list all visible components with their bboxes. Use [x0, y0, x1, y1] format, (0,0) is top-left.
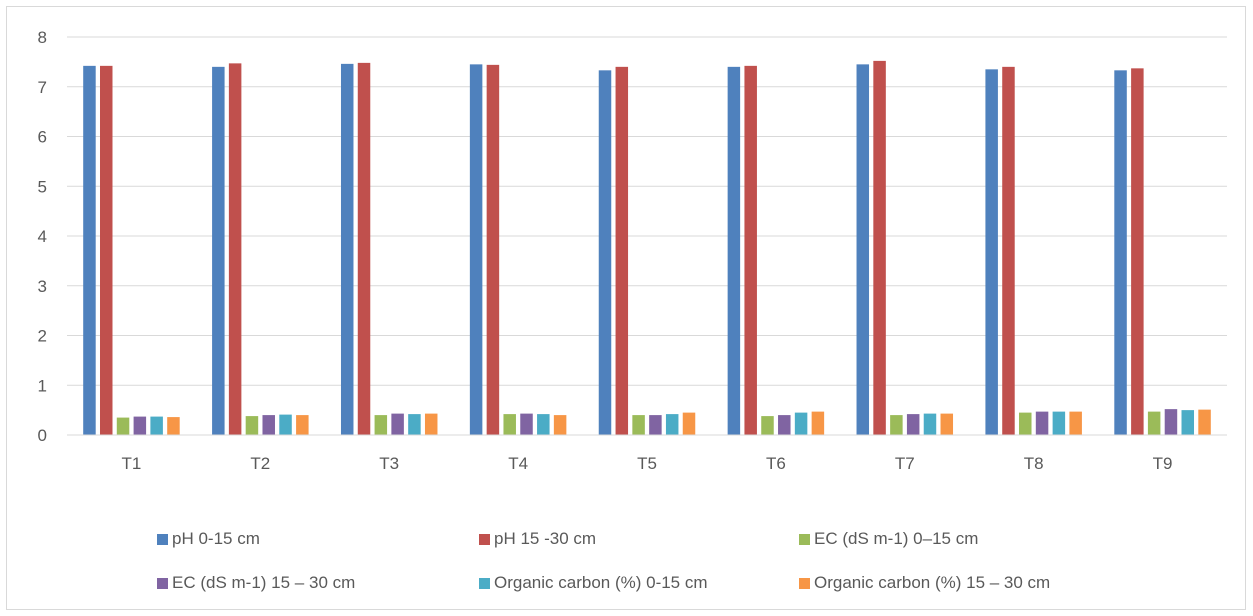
legend-swatch: [479, 533, 490, 545]
bar: [1035, 411, 1049, 435]
bar-chart: 0 1 2 3 4 5 6 7 8 T1 T2 T3 T4 T5 T6 T7 T8 T9: [38, 28, 1227, 473]
bar: [1052, 411, 1066, 435]
bar: [99, 65, 113, 436]
y-tick-label: 0: [38, 426, 47, 445]
bar: [537, 414, 550, 435]
x-tick-label: T3: [379, 454, 399, 473]
bar: [727, 66, 741, 435]
bar: [778, 415, 791, 435]
y-tick-label: 1: [38, 376, 47, 395]
bar: [649, 415, 662, 435]
x-tick-label: T9: [1153, 454, 1173, 473]
legend-swatch: [479, 577, 490, 589]
bar: [391, 413, 404, 435]
legend-label: EC (dS m-1) 15 – 30 cm: [172, 573, 356, 592]
bar: [503, 414, 516, 435]
bar: [1002, 66, 1015, 435]
bar: [682, 412, 696, 435]
legend: pH 0-15 cm pH 15 -30 cm EC (dS m-1) 0–15 c…: [157, 527, 1217, 607]
legend-label: pH 0-15 cm: [172, 529, 260, 548]
x-tick-label: T1: [122, 454, 142, 473]
bar: [940, 413, 954, 435]
bar: [83, 65, 96, 436]
y-axis: 0 1 2 3 4 5 6 7 8: [38, 28, 47, 445]
legend-swatch: [799, 577, 810, 589]
bar: [150, 416, 163, 435]
bar: [906, 414, 920, 435]
bar: [116, 417, 130, 435]
bar: [632, 415, 645, 435]
x-tick-label: T2: [250, 454, 270, 473]
legend-swatch: [157, 533, 168, 545]
legend-label: Organic carbon (%) 15 – 30 cm: [814, 573, 1051, 592]
bar: [856, 64, 870, 436]
bar: [794, 412, 808, 435]
bar: [890, 415, 903, 435]
bar: [761, 416, 774, 435]
bars: [83, 60, 1211, 436]
bar: [873, 60, 886, 435]
bar: [1114, 70, 1127, 435]
x-tick-label: T8: [1024, 454, 1044, 473]
legend-item: Organic carbon (%) 15 – 30 cm: [799, 571, 1050, 595]
bar: [923, 413, 937, 435]
bar: [520, 413, 533, 435]
bar: [744, 65, 757, 436]
bar: [228, 63, 242, 436]
bar: [469, 64, 483, 436]
legend-swatch: [157, 577, 168, 589]
y-tick-label: 8: [38, 28, 47, 47]
legend-swatch: [799, 533, 810, 545]
bar: [553, 415, 567, 435]
bar: [262, 415, 275, 435]
bar: [1069, 411, 1082, 435]
x-tick-label: T4: [508, 454, 528, 473]
bar: [167, 417, 180, 435]
bar: [1181, 410, 1195, 435]
legend-item: EC (dS m-1) 15 – 30 cm: [157, 571, 355, 595]
bar: [374, 415, 388, 435]
bar: [811, 411, 825, 435]
bar: [598, 70, 612, 435]
bar: [1164, 409, 1178, 435]
y-tick-label: 7: [38, 78, 47, 97]
bar: [340, 63, 354, 436]
y-tick-label: 6: [38, 128, 47, 147]
bar: [1147, 411, 1161, 435]
bar: [1131, 68, 1144, 435]
bar: [985, 69, 998, 436]
gridlines: [67, 36, 1227, 436]
bar: [408, 414, 421, 435]
bar: [245, 416, 259, 435]
legend-label: pH 15 -30 cm: [494, 529, 597, 548]
legend-item: EC (dS m-1) 0–15 cm: [799, 527, 978, 551]
bar: [665, 414, 679, 435]
bar: [357, 62, 371, 436]
legend-item: pH 15 -30 cm: [479, 527, 596, 551]
legend-item: Organic carbon (%) 0-15 cm: [479, 571, 708, 595]
bar: [212, 66, 225, 435]
legend-label: Organic carbon (%) 0-15 cm: [494, 573, 708, 592]
y-tick-label: 5: [38, 177, 47, 196]
x-tick-label: T6: [766, 454, 786, 473]
bar: [296, 415, 309, 435]
legend-item: pH 0-15 cm: [157, 527, 260, 551]
legend-label: EC (dS m-1) 0–15 cm: [814, 529, 979, 548]
bar: [1019, 412, 1032, 435]
bar: [279, 414, 292, 435]
y-tick-label: 2: [38, 327, 47, 346]
bar: [424, 413, 438, 435]
x-tick-label: T5: [637, 454, 657, 473]
bar: [486, 64, 500, 436]
y-tick-label: 4: [38, 227, 47, 246]
x-tick-label: T7: [895, 454, 915, 473]
bar: [1198, 409, 1211, 435]
y-tick-label: 3: [38, 277, 47, 296]
x-axis: T1 T2 T3 T4 T5 T6 T7 T8 T9: [67, 434, 1227, 473]
bar: [615, 66, 629, 435]
bar: [133, 416, 147, 435]
